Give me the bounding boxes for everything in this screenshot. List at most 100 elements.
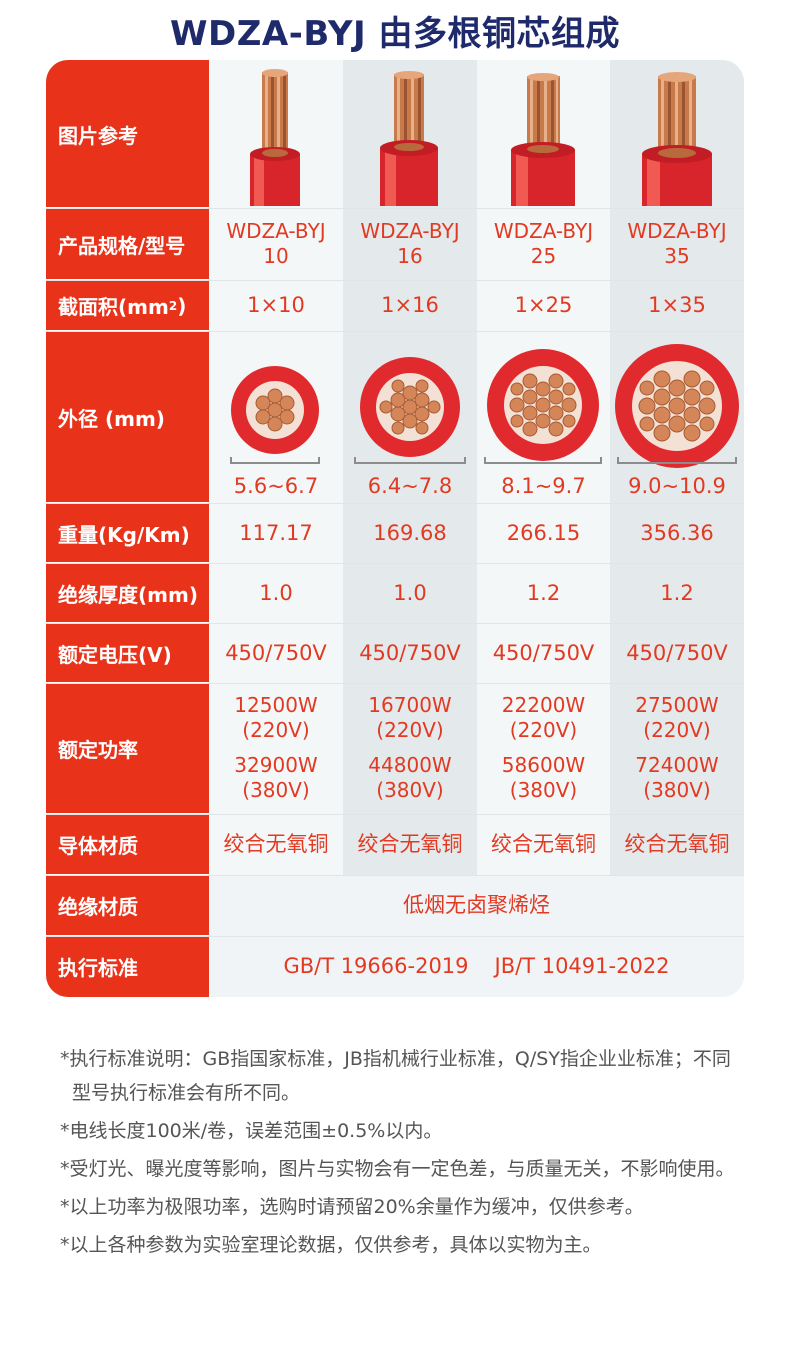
cable-photo-25	[511, 73, 575, 206]
weight-cell-25: 266.15	[506, 520, 581, 545]
column-bg-35	[610, 60, 744, 997]
power-cell-35: 27500W (220V) 72400W (380V)	[610, 688, 744, 808]
power-220: 12500W	[234, 693, 318, 717]
label-section-sup: 2	[168, 298, 178, 313]
thickness-cell-35: 1.2	[660, 580, 694, 605]
power-220-voltage: (220V)	[643, 718, 711, 742]
voltage-cell-10: 450/750V	[225, 640, 327, 665]
note-item: *执行标准说明：GB指国家标准，JB指机械行业标准，Q/SY指企业业标准；不同型…	[60, 1048, 731, 1104]
model-name: WDZA-BYJ	[493, 219, 594, 243]
insulation-material-cell: 低烟无卤聚烯烃	[403, 893, 550, 917]
note-item: *电线长度100米/卷，误差范围±0.5%以内。	[60, 1120, 443, 1142]
voltage-cell-35: 450/750V	[626, 640, 728, 665]
page-title: WDZA-BYJ 由多根铜芯组成	[170, 14, 620, 54]
power-380-voltage: (380V)	[242, 778, 310, 802]
power-220-voltage: (220V)	[376, 718, 444, 742]
row-divider	[46, 875, 744, 876]
label-voltage: 额定电压(V)	[58, 642, 172, 667]
power-cell-25: 22200W (220V) 58600W (380V)	[477, 688, 610, 808]
conductor-cell-16: 绞合无氧铜	[357, 832, 463, 856]
model-size: 35	[664, 244, 690, 268]
power-220: 27500W	[635, 693, 719, 717]
cross-section-16	[354, 357, 466, 464]
diameter-cell-25: 8.1~9.7	[501, 473, 586, 498]
power-380-voltage: (380V)	[509, 778, 578, 802]
label-standard: 执行标准	[58, 956, 138, 980]
power-380: 44800W	[368, 753, 452, 777]
diameter-cell-16: 6.4~7.8	[367, 473, 453, 498]
row-divider	[46, 208, 744, 209]
label-section-text: 截面积(mm	[58, 295, 169, 319]
row-divider	[46, 814, 744, 815]
power-220: 16700W	[368, 693, 452, 717]
standard-gb: GB/T 19666-2019	[283, 954, 469, 978]
section-cell-25: 1×25	[514, 293, 573, 317]
power-cell-10: 12500W (220V) 32900W (380V)	[209, 688, 343, 808]
label-column: 图片参考 产品规格/型号 截面积(mm 2) 外径 (mm) 重量(Kg/Km) …	[46, 60, 209, 997]
label-section: 截面积(mm 2)	[58, 280, 186, 331]
model-size: 16	[397, 244, 423, 268]
spec-table: 图片参考 产品规格/型号 截面积(mm 2) 外径 (mm) 重量(Kg/Km) …	[46, 60, 744, 997]
model-size: 25	[530, 244, 557, 268]
column-bg-25	[477, 60, 610, 997]
column-bg-10	[209, 60, 343, 997]
label-picture: 图片参考	[58, 123, 138, 148]
cable-photo-10	[250, 69, 300, 206]
note-item: *受灯光、曝光度等影响，图片与实物会有一定色差，与质量无关，不影响使用。	[60, 1158, 735, 1180]
model-cell-10: WDZA-BYJ 10	[209, 208, 343, 280]
label-insulation-thickness: 绝缘厚度(mm)	[58, 582, 198, 607]
label-conductor: 导体材质	[58, 834, 138, 858]
diameter-cell-35: 9.0~10.9	[628, 473, 726, 498]
model-cell-25: WDZA-BYJ 25	[477, 208, 610, 280]
row-divider	[46, 623, 744, 624]
model-cell-35: WDZA-BYJ 35	[610, 208, 744, 280]
row-divider	[46, 683, 744, 684]
thickness-cell-16: 1.0	[393, 580, 427, 605]
power-380: 72400W	[635, 753, 719, 777]
column-bg-16	[343, 60, 477, 997]
power-380-voltage: (380V)	[643, 778, 711, 802]
weight-cell-35: 356.36	[640, 520, 714, 545]
notes: *执行标准说明：GB指国家标准，JB指机械行业标准，Q/SY指企业业标准；不同型…	[60, 1042, 740, 1266]
label-insulation-material: 绝缘材质	[58, 895, 138, 919]
power-220-voltage: (220V)	[509, 718, 578, 742]
model-size: 10	[263, 244, 289, 268]
section-cell-10: 1×10	[247, 293, 305, 317]
thickness-cell-25: 1.2	[526, 580, 561, 605]
label-power: 额定功率	[58, 738, 138, 762]
row-divider	[46, 280, 744, 281]
cable-photo-16	[380, 71, 438, 206]
model-name: WDZA-BYJ	[627, 219, 727, 243]
label-weight: 重量(Kg/Km)	[58, 522, 190, 547]
conductor-cell-10: 绞合无氧铜	[223, 832, 329, 856]
power-220: 22200W	[501, 693, 586, 717]
row-divider	[46, 563, 744, 564]
cross-section-10	[230, 366, 320, 464]
standard-jb: JB/T 10491-2022	[494, 954, 670, 978]
row-divider	[46, 503, 744, 504]
weight-cell-10: 117.17	[239, 520, 313, 545]
standard-cell: GB/T 19666-2019 JB/T 10491-2022	[209, 936, 744, 997]
model-name: WDZA-BYJ	[360, 219, 460, 243]
label-section-end: )	[177, 293, 187, 318]
cross-section-25	[484, 349, 602, 464]
conductor-cell-25: 绞合无氧铜	[491, 832, 596, 856]
label-diameter: 外径 (mm)	[58, 406, 165, 431]
power-380: 32900W	[234, 753, 318, 777]
note-item: *以上各种参数为实验室理论数据，仅供参考，具体以实物为主。	[60, 1234, 602, 1256]
note-item: *以上功率为极限功率，选购时请预留20%余量作为缓冲，仅供参考。	[60, 1196, 644, 1218]
voltage-cell-16: 450/750V	[359, 640, 461, 665]
power-cell-16: 16700W (220V) 44800W (380V)	[343, 688, 477, 808]
row-divider	[46, 331, 744, 332]
cable-photo-35	[642, 72, 712, 206]
thickness-cell-10: 1.0	[259, 580, 293, 605]
cross-section-35	[615, 344, 739, 468]
voltage-cell-25: 450/750V	[492, 640, 595, 665]
section-cell-35: 1×35	[648, 293, 706, 317]
weight-cell-16: 169.68	[373, 520, 447, 545]
section-cell-16: 1×16	[381, 293, 439, 317]
model-name: WDZA-BYJ	[226, 219, 326, 243]
power-220-voltage: (220V)	[242, 718, 310, 742]
row-divider	[46, 936, 744, 937]
label-model: 产品规格/型号	[58, 233, 186, 258]
